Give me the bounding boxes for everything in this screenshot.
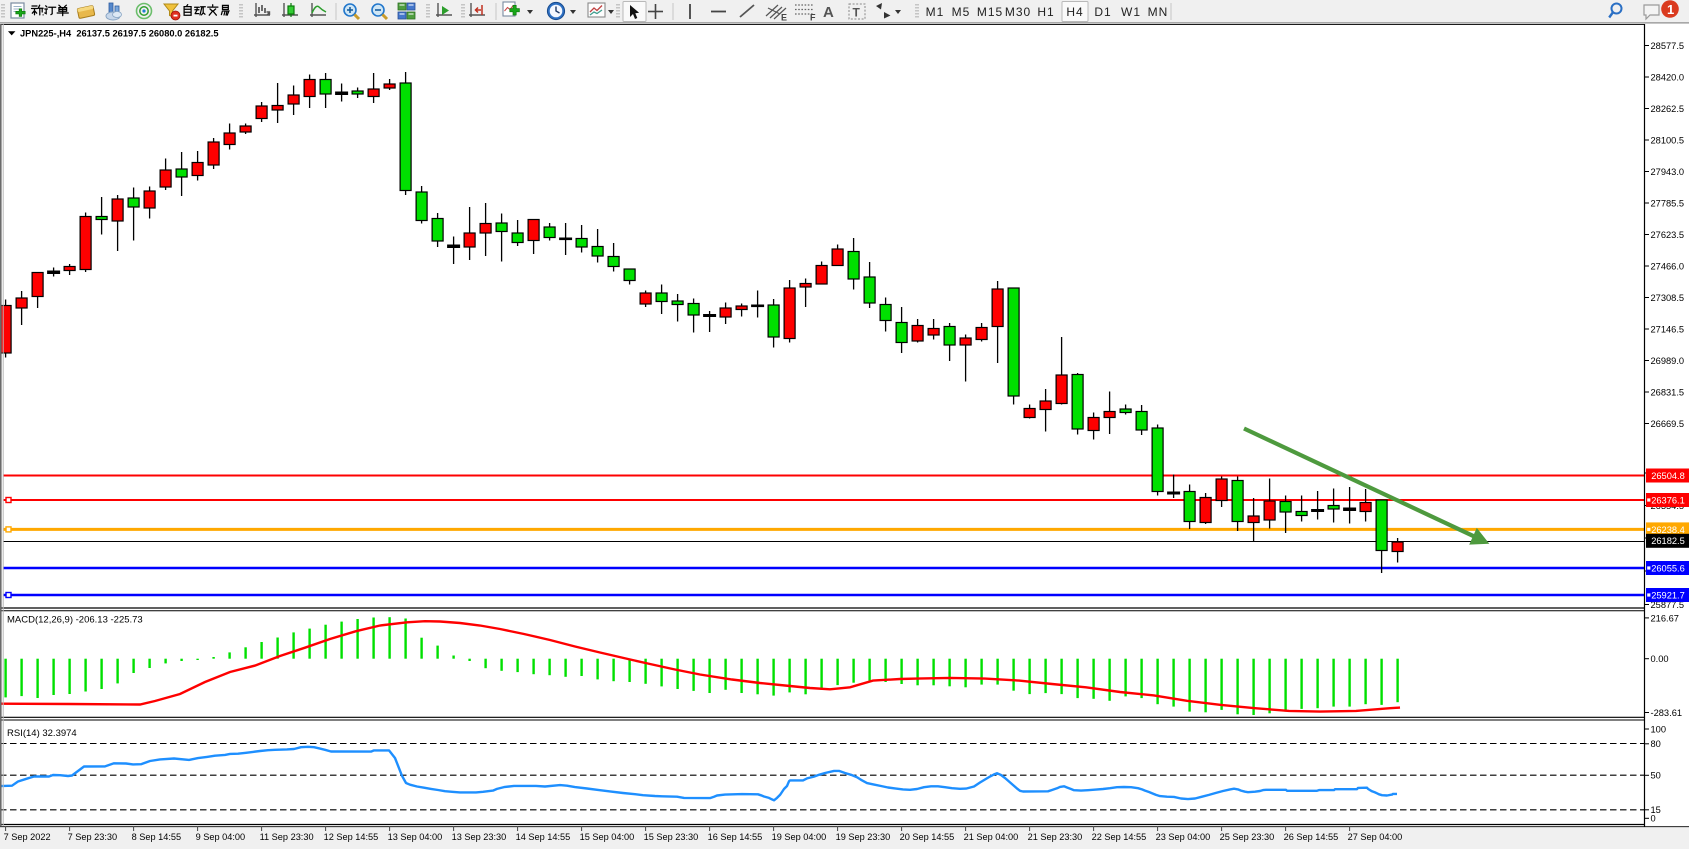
svg-text:27308.5: 27308.5 xyxy=(1651,293,1685,303)
svg-text:100: 100 xyxy=(1651,724,1667,734)
svg-text:21 Sep 23:30: 21 Sep 23:30 xyxy=(1028,832,1083,842)
svg-text:12 Sep 14:55: 12 Sep 14:55 xyxy=(324,832,379,842)
svg-text:H1: H1 xyxy=(1037,5,1054,19)
svg-text:21 Sep 04:00: 21 Sep 04:00 xyxy=(964,832,1019,842)
svg-text:27466.0: 27466.0 xyxy=(1651,261,1685,271)
svg-text:28420.0: 28420.0 xyxy=(1651,72,1685,82)
svg-text:26669.5: 26669.5 xyxy=(1651,419,1685,429)
svg-text:19 Sep 23:30: 19 Sep 23:30 xyxy=(836,832,891,842)
svg-text:25877.5: 25877.5 xyxy=(1651,600,1685,610)
svg-text:20 Sep 14:55: 20 Sep 14:55 xyxy=(900,832,955,842)
svg-text:0: 0 xyxy=(1651,814,1656,824)
svg-text:28262.5: 28262.5 xyxy=(1651,104,1685,114)
svg-text:15: 15 xyxy=(1651,805,1661,815)
svg-text:F: F xyxy=(810,13,816,23)
svg-text:80: 80 xyxy=(1651,739,1661,749)
svg-text:MN: MN xyxy=(1148,5,1169,19)
svg-text:26238.4: 26238.4 xyxy=(1651,525,1685,535)
svg-text:26831.5: 26831.5 xyxy=(1651,387,1685,397)
svg-text:11 Sep 23:30: 11 Sep 23:30 xyxy=(260,832,314,842)
svg-text:M1: M1 xyxy=(926,5,945,19)
svg-text:26182.5: 26182.5 xyxy=(1651,536,1685,546)
svg-text:8 Sep 14:55: 8 Sep 14:55 xyxy=(132,832,182,842)
svg-text:27785.5: 27785.5 xyxy=(1651,198,1685,208)
svg-text:13 Sep 23:30: 13 Sep 23:30 xyxy=(452,832,507,842)
svg-text:9 Sep 04:00: 9 Sep 04:00 xyxy=(196,832,246,842)
svg-text:28100.5: 28100.5 xyxy=(1651,135,1685,145)
svg-text:26376.1: 26376.1 xyxy=(1651,495,1685,505)
svg-text:W1: W1 xyxy=(1121,5,1141,19)
svg-text:1: 1 xyxy=(1667,2,1674,17)
svg-text:25 Sep 23:30: 25 Sep 23:30 xyxy=(1220,832,1275,842)
svg-text:7 Sep 23:30: 7 Sep 23:30 xyxy=(68,832,118,842)
svg-text:A: A xyxy=(823,4,834,21)
svg-text:23 Sep 04:00: 23 Sep 04:00 xyxy=(1156,832,1211,842)
svg-text:27623.5: 27623.5 xyxy=(1651,230,1685,240)
svg-text:26989.0: 26989.0 xyxy=(1651,356,1685,366)
svg-text:RSI(14) 32.3974: RSI(14) 32.3974 xyxy=(7,728,77,739)
svg-text:15 Sep 23:30: 15 Sep 23:30 xyxy=(644,832,699,842)
svg-text:7 Sep 2022: 7 Sep 2022 xyxy=(4,832,51,842)
svg-text:M15: M15 xyxy=(977,5,1003,19)
svg-text:15 Sep 04:00: 15 Sep 04:00 xyxy=(580,832,635,842)
svg-text:H4: H4 xyxy=(1066,5,1083,19)
svg-text:M5: M5 xyxy=(952,5,971,19)
svg-text:16 Sep 14:55: 16 Sep 14:55 xyxy=(708,832,763,842)
svg-text:26 Sep 14:55: 26 Sep 14:55 xyxy=(1284,832,1339,842)
svg-text:D1: D1 xyxy=(1094,5,1111,19)
svg-text:27 Sep 04:00: 27 Sep 04:00 xyxy=(1348,832,1403,842)
svg-text:22 Sep 14:55: 22 Sep 14:55 xyxy=(1092,832,1147,842)
svg-text:28577.5: 28577.5 xyxy=(1651,41,1685,51)
svg-text:25921.7: 25921.7 xyxy=(1651,590,1685,600)
svg-text:19 Sep 04:00: 19 Sep 04:00 xyxy=(772,832,827,842)
svg-text:JPN225-,H4 26137.5 26197.5 26: JPN225-,H4 26137.5 26197.5 26080.0 26182… xyxy=(20,28,219,38)
svg-text:0.00: 0.00 xyxy=(1651,654,1669,664)
svg-text:26055.6: 26055.6 xyxy=(1651,563,1685,573)
svg-text:T: T xyxy=(853,6,861,20)
svg-text:50: 50 xyxy=(1651,771,1661,781)
svg-text:M30: M30 xyxy=(1005,5,1031,19)
svg-text:14 Sep 14:55: 14 Sep 14:55 xyxy=(516,832,571,842)
svg-text:216.67: 216.67 xyxy=(1651,613,1679,623)
svg-text:26504.8: 26504.8 xyxy=(1651,471,1685,481)
svg-text:27943.0: 27943.0 xyxy=(1651,167,1685,177)
svg-text:E: E xyxy=(781,13,787,23)
svg-text:27146.5: 27146.5 xyxy=(1651,324,1685,334)
svg-text:MACD(12,26,9) -206.13 -225.73: MACD(12,26,9) -206.13 -225.73 xyxy=(7,614,143,625)
svg-text:-283.61: -283.61 xyxy=(1651,708,1683,718)
svg-text:13 Sep 04:00: 13 Sep 04:00 xyxy=(388,832,443,842)
